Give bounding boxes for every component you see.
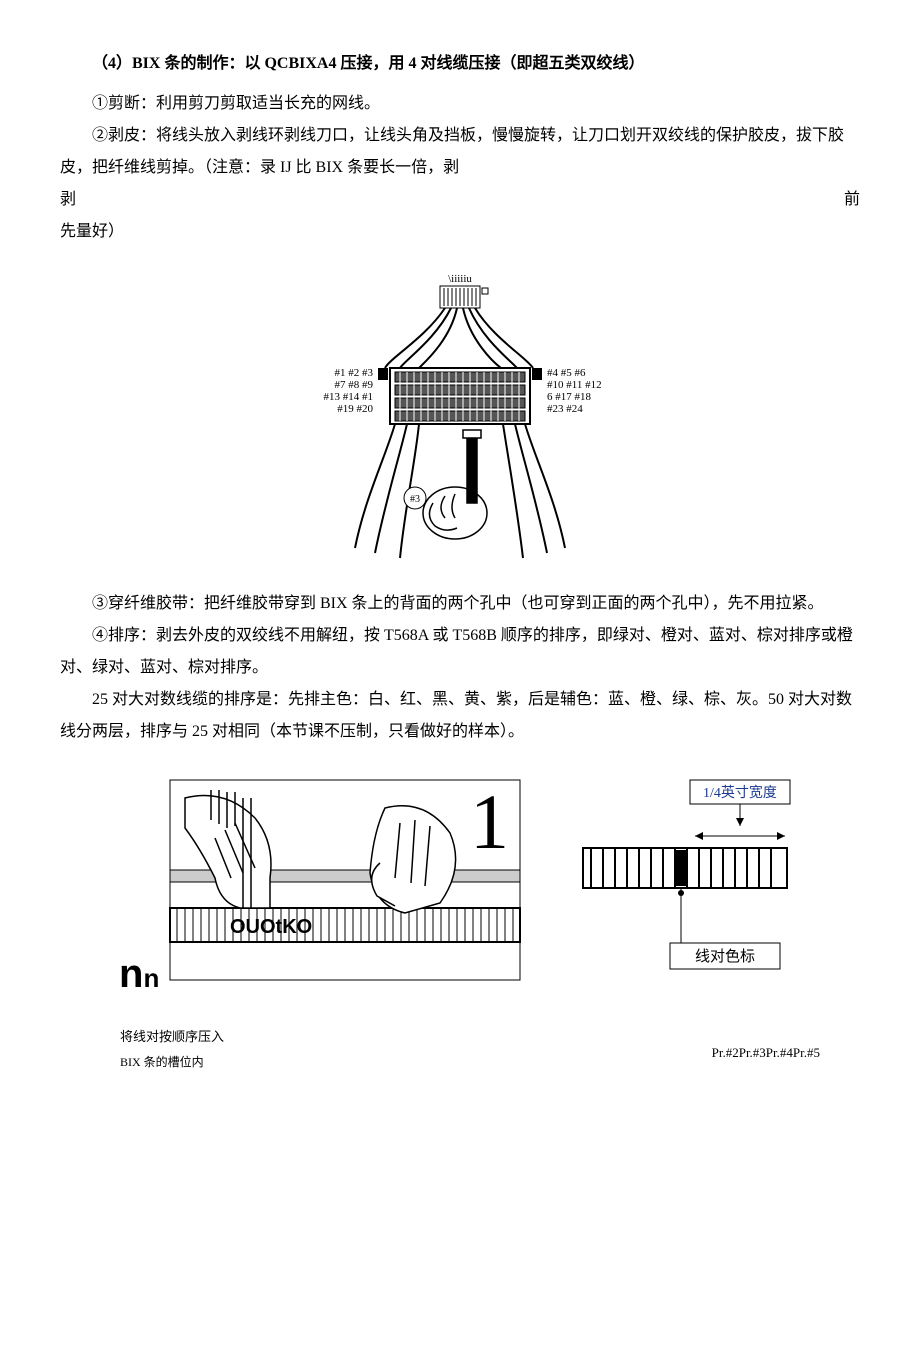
figure-1: \iiiiiu	[60, 268, 860, 568]
svg-text:#13 #14 #1: #13 #14 #1	[324, 391, 374, 403]
step-2-part1: ②剥皮：将线头放入剥线环剥线刀口，让线头角及挡板，慢慢旋转，让刀口划开双绞线的保…	[60, 120, 860, 184]
svg-text:1/4英寸宽度: 1/4英寸宽度	[703, 784, 777, 801]
svg-text:#23 #24: #23 #24	[547, 403, 583, 415]
svg-text:#4 #5 #6: #4 #5 #6	[547, 367, 586, 379]
section-heading: （4）BIX 条的制作：以 QCBIXA4 压接，用 4 对线缆压接（即超五类双…	[60, 48, 860, 80]
step-3: ③穿纤维胶带：把纤维胶带穿到 BIX 条上的背面的两个孔中（也可穿到正面的两个孔…	[60, 588, 860, 620]
svg-text:#10 #11 #12: #10 #11 #12	[547, 379, 602, 391]
step-5: 25 对大对数线缆的排序是：先排主色：白、红、黑、黄、紫，后是辅色：蓝、橙、绿、…	[60, 684, 860, 748]
step-2-spread: 剥 前	[60, 184, 860, 216]
figure-2: 1 OUOtKO nn 1/4英寸宽度	[60, 768, 860, 1074]
figure-2-right-svg: 1/4英寸宽度	[575, 778, 795, 988]
svg-text:1: 1	[470, 778, 509, 865]
svg-text:#7 #8 #9: #7 #8 #9	[335, 379, 374, 391]
fig2-caption-right: Pr.#2Pr.#3Pr.#4Pr.#5	[712, 1024, 820, 1074]
fig2-nn: nn	[119, 934, 159, 1014]
step-1: ①剪断：利用剪刀剪取适当长充的网线。	[60, 88, 860, 120]
svg-text:6 #17 #18: 6 #17 #18	[547, 391, 592, 403]
figure-2-left-svg: 1 OUOtKO	[125, 768, 545, 1008]
fig1-top-text: \iiiiiu	[448, 273, 472, 285]
step-4: ④排序：剥去外皮的双绞线不用解纽，按 T568A 或 T568B 顺序的排序，即…	[60, 620, 860, 684]
svg-text:#3: #3	[410, 494, 420, 505]
step-2-right: 前	[844, 184, 860, 216]
step-2-left: 剥	[60, 184, 76, 216]
step-2-end: 先量好）	[60, 216, 860, 248]
svg-text:#19 #20: #19 #20	[337, 403, 373, 415]
svg-text:#1 #2 #3: #1 #2 #3	[335, 367, 374, 379]
svg-text:OUOtKO: OUOtKO	[230, 916, 312, 938]
svg-text:线对色标: 线对色标	[695, 948, 755, 965]
fig2-caption-left: 将线对按顺序压入 BIX 条的槽位内	[120, 1024, 224, 1074]
